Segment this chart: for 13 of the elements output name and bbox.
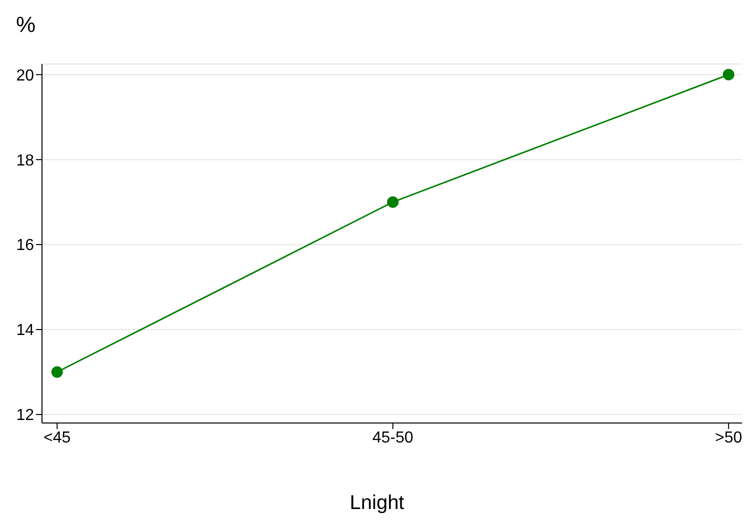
point bbox=[387, 196, 399, 208]
y-tick-label: 14 bbox=[16, 322, 34, 340]
y-tick-label: 12 bbox=[16, 407, 34, 424]
x-tick-label: >50 bbox=[715, 429, 742, 446]
point bbox=[722, 68, 734, 80]
point bbox=[51, 366, 63, 378]
y-axis-title: % bbox=[16, 12, 36, 38]
x-tick-label: <45 bbox=[44, 429, 71, 446]
y-tick-label: 20 bbox=[16, 67, 34, 84]
y-tick-label: 18 bbox=[16, 152, 34, 170]
x-tick-label: 45-50 bbox=[372, 429, 414, 446]
x-axis-title: Lnight bbox=[348, 492, 406, 515]
y-tick-label: 16 bbox=[16, 237, 34, 254]
